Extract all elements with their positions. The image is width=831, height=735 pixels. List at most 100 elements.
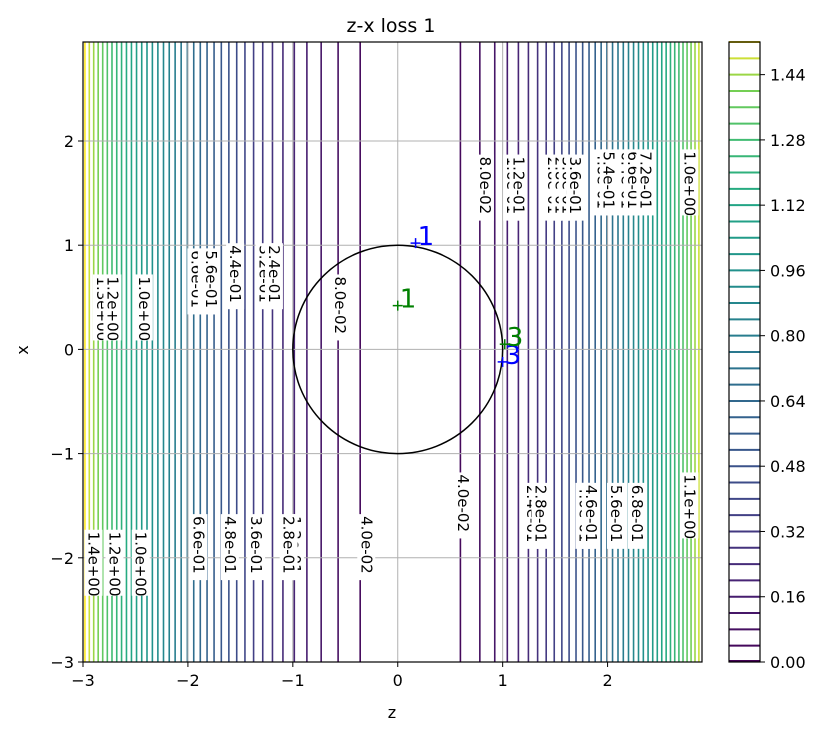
contour-label-background [220,514,239,581]
unit-circle [292,244,504,455]
contour-label-text: 8.0e-02 [331,276,349,334]
x-tick-label: −3 [71,671,95,690]
contour-label: 1.4e+00 [84,529,103,597]
contour-label-text: 1.0e+00 [135,276,153,341]
contour-label-background [475,154,494,221]
colorbar [728,41,761,663]
contour-label: 5.6e-01 [606,482,625,549]
colorbar-tick-label: 0.80 [770,327,806,346]
contour-label-text: 3.6e-01 [247,516,265,574]
x-tick-label: 0 [393,671,403,690]
contour-label-text: 7.2e-01 [636,151,654,209]
contour-label: 6.6e-01 [189,514,208,581]
contour-label-background [105,529,124,596]
contour-label: 4.0e-02 [357,514,376,581]
colorbar-tick-label: 0.32 [770,522,806,541]
plot-frame [82,41,703,663]
contour-label: 1.0e+00 [680,149,699,216]
contour-labels: 1.3e+001.2e+001.0e+006.6e-016.0e-015.6e-… [84,149,699,597]
contour-label: 1.2e+00 [105,529,124,597]
contour-label-background [636,149,655,216]
markers: 1 3 1 3 [392,222,524,371]
contour-label-text: 5.4e-01 [600,151,618,209]
y-tick-label: 0 [64,340,74,359]
colorbar-tick-label: 0.64 [770,392,806,411]
contour-label-text: 1.1e+00 [680,474,698,539]
x-tick-label: −2 [176,671,200,690]
contour-label-text: 2.8e-01 [531,485,549,543]
colorbar-tick-label: 1.28 [770,131,806,150]
contour-label-text: 4.6e-01 [582,485,600,543]
colorbar-tick-label: 0.96 [770,261,806,280]
contour-label: 8.0e-02 [331,274,350,341]
colorbar-frame [728,41,761,663]
contour-label-background [599,149,618,216]
contour-label-background [226,243,245,310]
contour-label-background [331,274,350,341]
contour-label-text: 4.8e-01 [221,516,239,574]
x-tick-label: −1 [281,671,305,690]
contour-label-text: 6.8e-01 [628,485,646,543]
contour-label: 1.0e+00 [131,529,150,596]
contour-label: 3.6e-01 [247,514,266,581]
y-axis-label: x [13,345,32,354]
contour-label-background [581,482,600,549]
contour-label-background [509,154,528,221]
contour-label: 6.8e-01 [627,482,646,549]
colorbar-tick-label: 1.44 [770,66,806,85]
colorbar-tick-label: 0.16 [770,588,806,607]
contour-label-background [680,149,699,216]
contour-label-text: 4.0e-02 [454,474,472,532]
contour-label-background [189,514,208,581]
contour-label-background [131,529,150,596]
contour-label-text: 2.4e-01 [265,245,283,303]
contour-label-background [247,514,266,581]
contour-label-text: 1.2e+00 [105,532,123,597]
contour-label-text: 1.2e-01 [509,157,527,215]
contour-label: 1.1e+00 [680,472,699,539]
colorbar-tick-label: 0.00 [770,653,806,672]
marker-label: 3 [507,323,524,353]
contour-label: 4.0e-02 [453,472,472,539]
contour-label-background [103,274,122,341]
contour-label: 2.8e-01 [531,482,550,549]
contour-label: 1.2e+00 [103,274,122,341]
y-tick-label: 2 [64,132,74,151]
contour-label-text: 5.6e-01 [607,485,625,543]
contour-label: 5.6e-01 [201,248,220,315]
contour-label-background [453,472,472,539]
contour-label-text: 6.6e-01 [189,516,207,574]
colorbar-tick-label: 1.12 [770,196,806,215]
y-tick-label: −1 [50,445,74,464]
contour-label-text: 4.0e-02 [357,516,375,574]
contour-label-text: 1.2e+00 [103,276,121,341]
contour-label-text: 4.4e-01 [226,245,244,303]
colorbar-ticks: 0.00 0.16 0.32 0.48 0.64 0.80 0.96 1.12 1.28 1.44 [760,66,806,672]
contour-label: 1.0e+00 [134,274,153,341]
contour-label: 2.8e-01 [279,514,298,581]
contour-label-text: 1.4e+00 [84,532,102,597]
contour-label: 7.2e-01 [636,149,655,216]
contour-label-background [357,514,376,581]
point-marker: 1 [392,285,416,315]
colorbar-tick-label: 0.48 [770,457,806,476]
y-axis-ticks: −3 −2 −1 0 1 2 [50,132,83,672]
y-tick-label: 1 [64,236,74,255]
contour-label-background [201,248,220,315]
contour-label-text: 1.0e+00 [680,151,698,216]
contour-label-background [606,482,625,549]
contour-label: 1.2e-01 [509,154,528,221]
contour-label: 2.4e-01 [264,243,283,310]
contour-label: 8.0e-02 [475,154,494,221]
contour-label-background [531,482,550,549]
contour-label-text: 8.0e-02 [476,157,494,215]
x-axis-ticks: −3 −2 −1 0 1 2 [71,662,613,690]
x-tick-label: 2 [602,671,612,690]
marker-label: 3 [505,341,522,371]
contour-label-background [264,243,283,310]
x-axis-label: z [388,703,396,722]
contour-label-background [279,514,298,581]
contour-label-background [134,274,153,341]
marker-label: 1 [418,222,435,252]
